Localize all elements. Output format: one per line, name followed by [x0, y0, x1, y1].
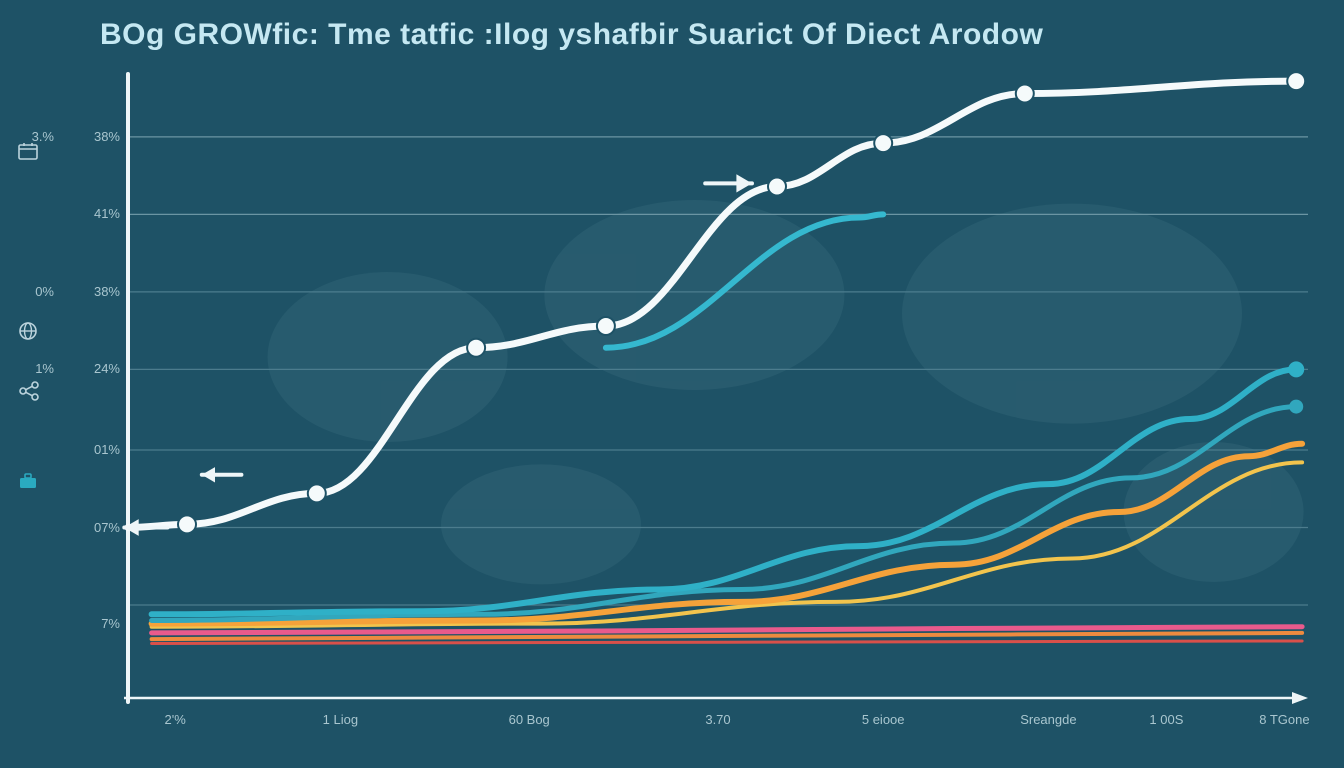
x-tick-label: 8 TGone [1259, 712, 1309, 727]
sidebar-row-2 [18, 380, 40, 402]
sidebar-row-1 [18, 320, 38, 342]
x-tick-label: 1 00S [1149, 712, 1183, 727]
y-tick-label: 01% [80, 442, 120, 457]
y-tick-label: 24% [80, 361, 120, 376]
calendar-icon [18, 142, 38, 160]
globe-icon [18, 321, 38, 341]
y-tick-label: 07% [80, 520, 120, 535]
x-tick-label: 3.70 [705, 712, 730, 727]
x-tick-label: Sreangde [1020, 712, 1076, 727]
y-tick-label-outer: 3.% [20, 129, 54, 144]
share-icon [18, 381, 40, 401]
x-tick-label: 1 Liog [323, 712, 358, 727]
y-tick-label: 41% [80, 206, 120, 221]
y-tick-label-outer: 0% [20, 284, 54, 299]
y-tick-label-outer: 1% [20, 361, 54, 376]
series-red-flat [152, 641, 1303, 643]
y-tick-label: 7% [80, 616, 120, 631]
x-tick-label: 5 eiooe [862, 712, 905, 727]
y-tick-label: 38% [80, 129, 120, 144]
x-tick-label: 2'% [165, 712, 186, 727]
chart-canvas: BOg GROWfic: Tme tatfic :Ilog yshafbir S… [0, 0, 1344, 768]
y-tick-label: 38% [80, 284, 120, 299]
sidebar-icons [18, 140, 68, 492]
x-tick-label: 60 Bog [509, 712, 550, 727]
chart-svg [0, 0, 1344, 768]
sidebar-row-3 [18, 470, 38, 492]
briefcase-icon [18, 472, 38, 490]
